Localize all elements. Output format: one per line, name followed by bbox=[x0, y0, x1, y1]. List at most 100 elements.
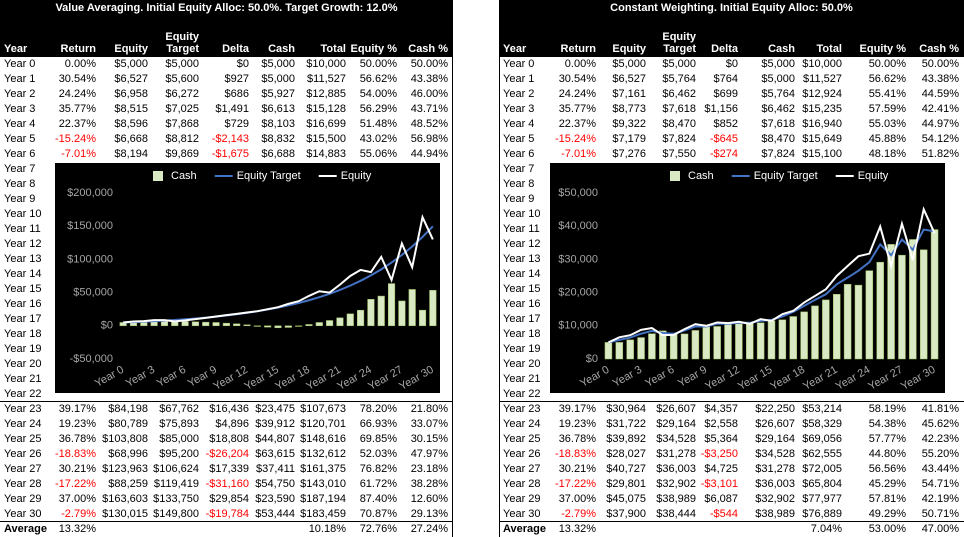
row-label: Year 30 bbox=[4, 508, 42, 520]
cell: $68,996 bbox=[108, 448, 148, 460]
cell: 45.29% bbox=[868, 478, 906, 490]
cell: $54,750 bbox=[255, 478, 295, 490]
cell: $5,764 bbox=[662, 73, 696, 85]
row-label: Year 28 bbox=[4, 478, 42, 490]
cell: 50.00% bbox=[410, 58, 448, 70]
cell: $53,444 bbox=[255, 508, 295, 520]
row-label: Year 1 bbox=[4, 73, 36, 85]
row-label: Year 25 bbox=[503, 433, 541, 445]
cell: $161,375 bbox=[300, 463, 346, 475]
row-label: Year 22 bbox=[503, 388, 541, 400]
cell: $120,701 bbox=[300, 418, 346, 430]
row-label: Year 27 bbox=[4, 463, 42, 475]
cell: $15,500 bbox=[306, 133, 346, 145]
cell: $5,000 bbox=[612, 58, 646, 70]
cell: 55.20% bbox=[921, 448, 959, 460]
cell: 48.52% bbox=[410, 118, 448, 130]
cell: $16,436 bbox=[209, 403, 249, 415]
bar bbox=[887, 244, 895, 360]
row-label: Year 19 bbox=[4, 343, 42, 355]
column-header: Return bbox=[60, 43, 96, 55]
cell: $7,824 bbox=[662, 133, 696, 145]
bar bbox=[295, 325, 303, 327]
cell: 22.37% bbox=[58, 118, 96, 130]
cell: $0 bbox=[236, 58, 249, 70]
cell: $15,235 bbox=[802, 103, 842, 115]
cell: 54.12% bbox=[921, 133, 959, 145]
cell: $8,103 bbox=[261, 118, 295, 130]
row-label: Year 10 bbox=[4, 208, 42, 220]
cell: $38,989 bbox=[656, 493, 696, 505]
cell: 55.06% bbox=[359, 148, 397, 160]
cell: $183,459 bbox=[300, 508, 346, 520]
cell: -17.22% bbox=[555, 478, 596, 490]
cell: $103,808 bbox=[102, 433, 148, 445]
cell: 49.29% bbox=[868, 508, 906, 520]
cell: $7,161 bbox=[612, 88, 646, 100]
bar bbox=[822, 299, 830, 360]
bar bbox=[191, 321, 199, 327]
cell: -18.83% bbox=[555, 448, 596, 460]
bar bbox=[233, 323, 241, 327]
cell: $12,885 bbox=[306, 88, 346, 100]
column-header: Cash bbox=[268, 43, 295, 55]
row-label: Year 6 bbox=[4, 148, 36, 160]
cell: 56.62% bbox=[868, 73, 906, 85]
legend-label: Equity bbox=[858, 170, 889, 182]
chart-background bbox=[55, 163, 440, 393]
cell: $39,912 bbox=[255, 418, 295, 430]
bar bbox=[832, 294, 841, 360]
row-label: Year 14 bbox=[503, 268, 541, 280]
cell: $5,000 bbox=[165, 58, 199, 70]
cell: $11,527 bbox=[803, 73, 842, 85]
cell: 19.23% bbox=[58, 418, 96, 430]
cell: -2.79% bbox=[561, 508, 596, 520]
cell: 52.03% bbox=[359, 448, 397, 460]
cell: $8,515 bbox=[114, 103, 148, 115]
cell: $9,322 bbox=[612, 118, 646, 130]
bar bbox=[789, 316, 797, 360]
cell: $7,550 bbox=[662, 148, 696, 160]
cell: 43.02% bbox=[359, 133, 397, 145]
y-tick-label: $50,000 bbox=[73, 287, 113, 299]
cell: $63,615 bbox=[255, 448, 295, 460]
row-label: Year 10 bbox=[503, 208, 541, 220]
column-header: Return bbox=[560, 43, 596, 55]
column-header: Cash % bbox=[408, 43, 448, 55]
bar bbox=[691, 330, 700, 360]
bar bbox=[637, 337, 645, 360]
cell: $148,616 bbox=[300, 433, 346, 445]
cell: 0.00% bbox=[564, 58, 596, 70]
legend-label: Cash bbox=[171, 170, 197, 182]
cell: $5,000 bbox=[114, 58, 148, 70]
cell: $11,527 bbox=[307, 73, 346, 85]
bar bbox=[648, 333, 656, 360]
bar bbox=[713, 326, 721, 360]
cell: $58,329 bbox=[802, 418, 842, 430]
average-cell: 53.00% bbox=[868, 523, 906, 535]
column-header: Year bbox=[503, 43, 527, 55]
cell: 54.38% bbox=[868, 418, 906, 430]
line bbox=[123, 213, 434, 324]
average-cell: 7.04% bbox=[810, 523, 842, 535]
cell: $29,801 bbox=[606, 478, 646, 490]
cell: $6,527 bbox=[114, 73, 148, 85]
row-label: Year 2 bbox=[4, 88, 36, 100]
cell: $16,940 bbox=[802, 118, 842, 130]
row-label: Year 13 bbox=[4, 253, 42, 265]
cell: $34,528 bbox=[755, 448, 795, 460]
cell: $65,804 bbox=[802, 478, 842, 490]
cell: $67,762 bbox=[159, 403, 199, 415]
cell: $34,528 bbox=[656, 433, 696, 445]
cell: $72,005 bbox=[802, 463, 842, 475]
cell: 56.56% bbox=[868, 463, 906, 475]
row-label: Year 23 bbox=[4, 403, 42, 415]
cell: $6,272 bbox=[165, 88, 199, 100]
bar bbox=[418, 309, 427, 327]
cell: $8,812 bbox=[165, 133, 199, 145]
column-header: Total bbox=[320, 43, 346, 55]
cell: 30.21% bbox=[558, 463, 596, 475]
cell: -$2,143 bbox=[211, 133, 249, 145]
cell: 24.24% bbox=[58, 88, 96, 100]
cell: $12,924 bbox=[802, 88, 842, 100]
